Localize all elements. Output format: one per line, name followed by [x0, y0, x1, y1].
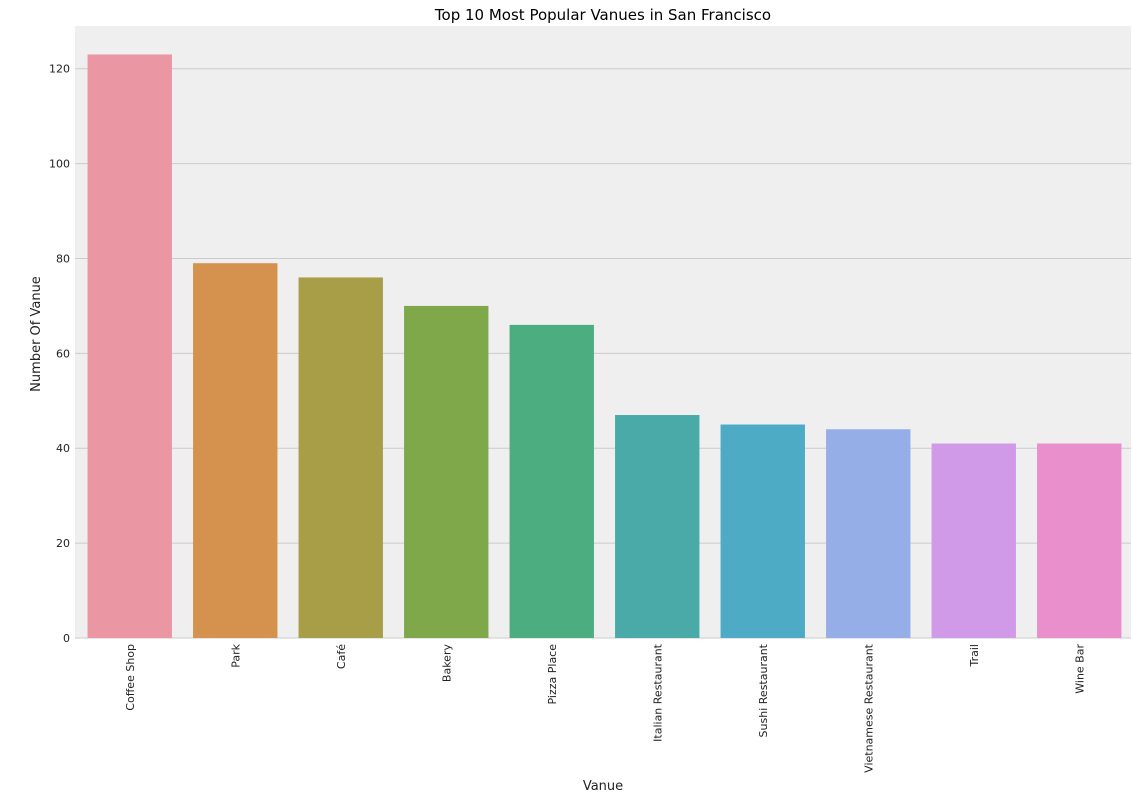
x-tick-label: Sushi Restaurant [757, 643, 770, 737]
x-tick-label: Wine Bar [1073, 644, 1086, 694]
bar-vietnamese-restaurant [826, 429, 911, 638]
bar-park [193, 263, 278, 638]
bars [87, 54, 1122, 639]
x-tick-label: Coffee Shop [124, 644, 137, 711]
bar-italian-restaurant [615, 415, 700, 638]
x-tick-label: Park [229, 643, 242, 667]
bar-trail [931, 443, 1016, 638]
y-tick-label: 80 [56, 252, 70, 265]
bar-coffee-shop [87, 54, 172, 639]
x-axis-ticks: Coffee Shop Park Café Bakery Pizza Place Ital… [124, 643, 1087, 773]
bar-wine-bar [1037, 443, 1122, 638]
y-tick-label: 100 [49, 158, 70, 171]
x-tick-label: Trail [968, 644, 981, 667]
x-axis-label: Vanue [583, 779, 623, 794]
y-axis-label: Number Of Vanue [29, 276, 44, 392]
chart-title: Top 10 Most Popular Vanues in San Franci… [434, 6, 771, 24]
bar-pizza-place [509, 324, 594, 638]
y-axis-ticks: 0 20 40 60 80 100 120 [49, 63, 70, 645]
bar-sushi-restaurant [720, 424, 805, 638]
bar-caf- [298, 277, 383, 638]
y-tick-label: 40 [56, 442, 70, 455]
x-tick-label: Italian Restaurant [651, 643, 664, 742]
y-tick-label: 0 [63, 632, 70, 645]
x-tick-label: Pizza Place [546, 644, 559, 705]
y-tick-label: 20 [56, 537, 70, 550]
x-tick-label: Vietnamese Restaurant [862, 643, 875, 773]
y-tick-label: 60 [56, 347, 70, 360]
bar-bakery [404, 305, 489, 638]
y-tick-label: 120 [49, 63, 70, 76]
x-tick-label: Bakery [440, 644, 453, 683]
x-tick-label: Café [335, 644, 348, 669]
